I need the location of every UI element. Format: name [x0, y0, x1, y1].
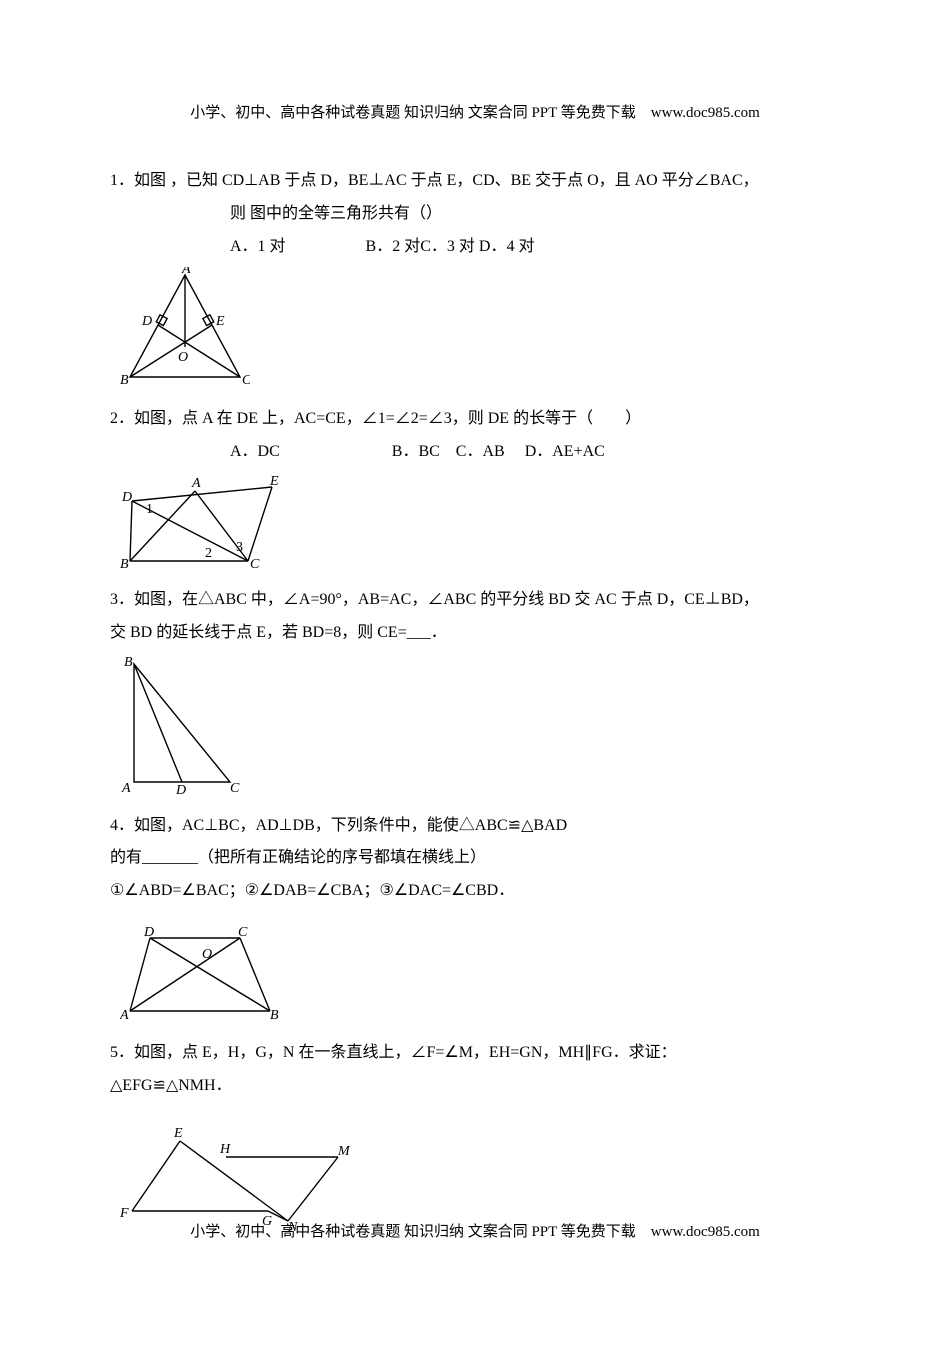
q4-line3: ①∠ABD=∠BAC；②∠DAB=∠CBA；③∠DAC=∠CBD．	[110, 877, 840, 906]
q2-label-3: 3	[236, 540, 243, 555]
q3-diagram: B A C D	[120, 654, 840, 794]
q3-line2: 交 BD 的延长线于点 E，若 BD=8，则 CE=___．	[110, 619, 840, 648]
q1-line2: 则 图中的全等三角形共有（）	[110, 200, 840, 229]
q4-label-a: A	[120, 1008, 129, 1021]
q3-label-a: A	[121, 781, 131, 794]
question-1: 1．如图 ，已知 CD⊥AB 于点 D，BE⊥AC 于点 E，CD、BE 交于点…	[110, 167, 840, 387]
q4-label-c: C	[238, 926, 248, 940]
header-text: 小学、初中、高中各种试卷真题 知识归纳 文案合同 PPT 等免费下载 www.d…	[190, 105, 760, 121]
q3-label-d: D	[175, 783, 186, 794]
q1-label-e: E	[215, 314, 225, 329]
q4-label-o: O	[202, 947, 212, 962]
q4-label-d: D	[143, 926, 154, 940]
q2-options: A．DC B．BC C．AB D．AE+AC	[110, 438, 840, 467]
q2-line1: 2．如图，点 A 在 DE 上，AC=CE，∠1=∠2=∠3，则 DE 的长等于…	[110, 405, 840, 434]
content-area: 1．如图 ，已知 CD⊥AB 于点 D，BE⊥AC 于点 E，CD、BE 交于点…	[110, 167, 840, 1231]
question-4: 4．如图，AC⊥BC，AD⊥DB，下列条件中，能使△ABC≌△BAD 的有___…	[110, 812, 840, 1021]
q4-line2: 的有_______（把所有正确结论的序号都填在横线上）	[110, 844, 840, 873]
q4-diagram: D C A B O	[120, 926, 840, 1021]
q5-label-e: E	[173, 1126, 183, 1141]
q1-options: A．1 对 B．2 对C．3 对 D．4 对	[110, 233, 840, 262]
q1-label-d: D	[141, 314, 152, 329]
q5-line2: △EFG≌△NMH．	[110, 1072, 840, 1101]
q2-label-e: E	[269, 474, 279, 489]
q1-label-b: B	[120, 373, 129, 387]
question-5: 5．如图，点 E，H，G，N 在一条直线上，∠F=∠M，EH=GN，MH∥FG．…	[110, 1039, 840, 1231]
q2-label-c: C	[250, 557, 260, 568]
question-3: 3．如图，在△ABC 中，∠A=90°，AB=AC，∠ABC 的平分线 BD 交…	[110, 586, 840, 794]
q5-label-h: H	[219, 1142, 231, 1157]
q2-diagram: D A E B C 1 2 3	[120, 473, 840, 568]
q3-label-c: C	[230, 781, 240, 794]
footer-text: 小学、初中、高中各种试卷真题 知识归纳 文案合同 PPT 等免费下载 www.d…	[190, 1224, 760, 1240]
page-header: 小学、初中、高中各种试卷真题 知识归纳 文案合同 PPT 等免费下载 www.d…	[110, 100, 840, 127]
q5-line1: 5．如图，点 E，H，G，N 在一条直线上，∠F=∠M，EH=GN，MH∥FG．…	[110, 1039, 840, 1068]
q2-label-b: B	[120, 557, 129, 568]
q4-line1: 4．如图，AC⊥BC，AD⊥DB，下列条件中，能使△ABC≌△BAD	[110, 812, 840, 841]
q3-line1: 3．如图，在△ABC 中，∠A=90°，AB=AC，∠ABC 的平分线 BD 交…	[110, 586, 840, 615]
q4-label-b: B	[270, 1008, 279, 1021]
q1-diagram: A B C D E O	[120, 267, 840, 387]
q5-diagram: E H M F G N	[120, 1121, 840, 1231]
q1-line1: 1．如图 ，已知 CD⊥AB 于点 D，BE⊥AC 于点 E，CD、BE 交于点…	[110, 167, 840, 196]
q1-label-c: C	[242, 373, 250, 387]
q2-label-2: 2	[205, 546, 212, 561]
q2-label-a: A	[191, 476, 201, 491]
question-2: 2．如图，点 A 在 DE 上，AC=CE，∠1=∠2=∠3，则 DE 的长等于…	[110, 405, 840, 568]
q1-label-o: O	[178, 350, 188, 365]
q1-label-a: A	[181, 267, 191, 277]
q2-label-d: D	[121, 490, 132, 505]
q2-label-1: 1	[146, 502, 153, 517]
q3-label-b: B	[124, 655, 133, 670]
page-footer: 小学、初中、高中各种试卷真题 知识归纳 文案合同 PPT 等免费下载 www.d…	[0, 1219, 950, 1246]
q5-label-m: M	[337, 1144, 351, 1159]
